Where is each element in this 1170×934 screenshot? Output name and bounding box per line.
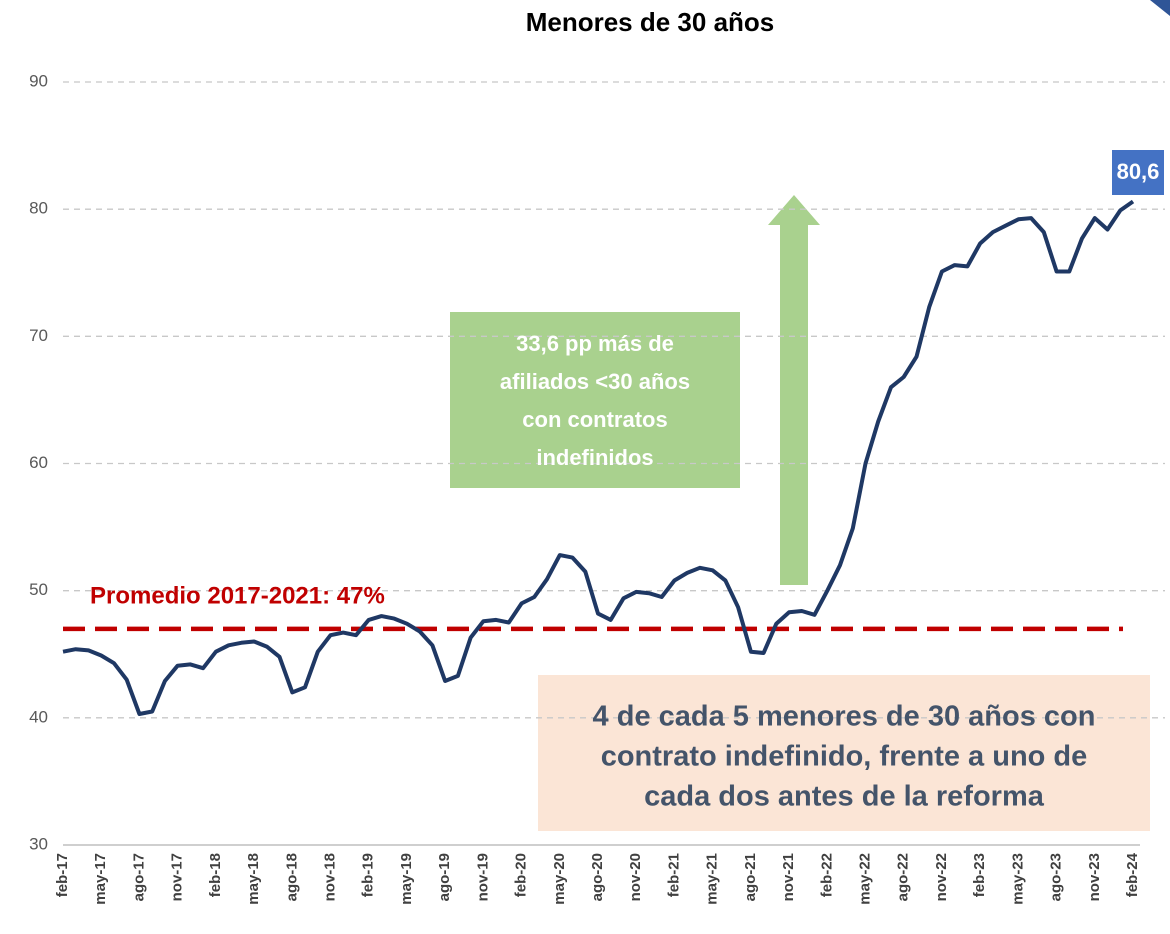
data-label: 80,6 [1117, 159, 1160, 184]
x-tick-label: ago-21 [742, 853, 759, 901]
y-tick-label: 30 [29, 834, 48, 853]
x-tick-label: feb-21 [665, 853, 682, 897]
annotation-box [450, 312, 740, 488]
y-tick-label: 50 [29, 580, 48, 599]
x-tick-label: nov-20 [627, 853, 644, 901]
x-tick-label: nov-23 [1086, 853, 1103, 901]
annotation-box [538, 675, 1150, 831]
y-tick-label: 90 [29, 71, 48, 90]
x-tick-label: ago-20 [589, 853, 606, 901]
annotation-text: con contratos [522, 407, 667, 432]
arrow [768, 195, 820, 585]
x-tick-label: may-17 [92, 853, 109, 905]
x-tick-label: may-18 [245, 853, 262, 905]
x-tick-label: nov-17 [169, 853, 186, 901]
x-tick-label: may-21 [704, 853, 721, 905]
y-tick-label: 70 [29, 326, 48, 345]
annotation-text: indefinidos [536, 445, 653, 470]
x-tick-label: may-23 [1009, 853, 1026, 905]
x-tick-label: nov-19 [474, 853, 491, 901]
x-tick-label: feb-20 [513, 853, 530, 897]
value-label-box [1112, 150, 1164, 195]
x-tick-label: nov-22 [933, 853, 950, 901]
y-tick-label: 40 [29, 707, 48, 726]
annotation-text: afiliados <30 años [500, 369, 690, 394]
x-tick-label: feb-22 [818, 853, 835, 897]
chart-title: Menores de 30 años [526, 7, 775, 37]
annotation-text: 4 de cada 5 menores de 30 años con [593, 701, 1096, 733]
x-tick-label: nov-21 [780, 853, 797, 901]
x-tick-label: may-20 [551, 853, 568, 905]
x-tick-label: ago-18 [283, 853, 300, 901]
x-tick-label: feb-19 [360, 853, 377, 897]
x-tick-label: ago-23 [1048, 853, 1065, 901]
x-tick-label: feb-23 [971, 853, 988, 897]
x-tick-label: feb-18 [207, 853, 224, 897]
corner-decoration [1150, 0, 1170, 16]
x-tick-label: feb-24 [1124, 852, 1141, 897]
data-line [62, 199, 1135, 716]
y-tick-label: 60 [29, 453, 48, 472]
x-tick-label: nov-18 [321, 853, 338, 901]
x-tick-label: ago-19 [436, 853, 453, 901]
annotation-text: contrato indefinido, frente a uno de [601, 741, 1088, 773]
y-tick-label: 80 [29, 199, 48, 218]
x-tick-label: ago-22 [895, 853, 912, 901]
x-tick-label: may-19 [398, 853, 415, 905]
x-tick-label: feb-17 [54, 853, 71, 897]
annotation-text: 33,6 pp más de [516, 331, 674, 356]
x-tick-label: ago-17 [130, 853, 147, 901]
annotation-text: cada dos antes de la reforma [644, 781, 1045, 813]
reference-label: Promedio 2017-2021: 47% [90, 582, 385, 609]
x-tick-label: may-22 [856, 853, 873, 905]
